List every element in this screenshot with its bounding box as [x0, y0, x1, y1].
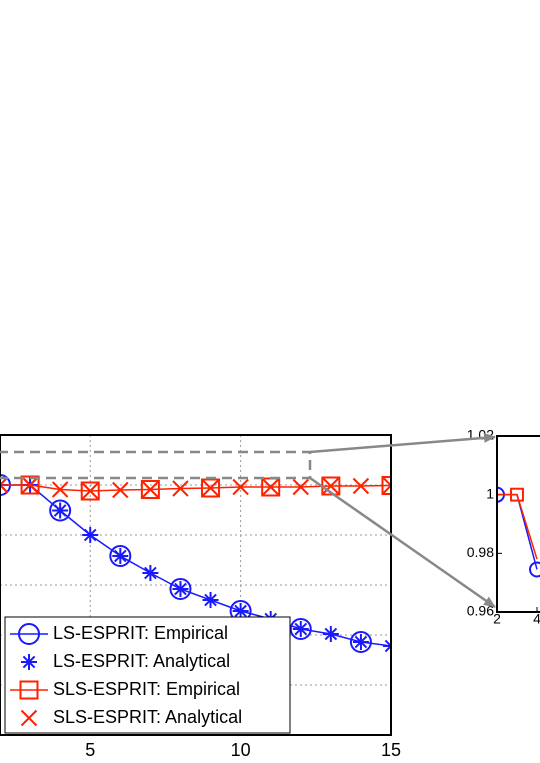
legend-marker	[20, 709, 38, 727]
marker-circle	[109, 545, 132, 567]
marker-circle	[169, 578, 192, 600]
marker-x	[382, 477, 391, 494]
y-tick-label: 1	[486, 485, 494, 501]
marker-x	[232, 478, 249, 496]
y-tick-label: 0.96	[467, 603, 494, 619]
legend: LS-ESPRIT: Empirical LS-ESPRIT: Analytica…	[4, 616, 291, 734]
zoom-arrow	[309, 432, 496, 454]
marker-x	[142, 481, 159, 498]
legend-label: SLS-ESPRIT: Empirical	[53, 679, 240, 699]
marker-star	[82, 527, 99, 543]
marker-x	[21, 476, 39, 494]
marker-circle	[289, 618, 312, 640]
marker-star	[172, 581, 189, 597]
marker-x	[172, 480, 189, 497]
marker-x	[82, 482, 99, 500]
marker-square	[381, 476, 391, 495]
marker-circle	[349, 631, 372, 653]
marker-star	[142, 565, 159, 581]
marker-square	[201, 478, 221, 498]
legend-box	[4, 616, 291, 734]
legend-marker	[18, 623, 40, 645]
zoom-arrow	[309, 476, 496, 609]
y-tick-label: 0.98	[467, 544, 494, 560]
marker-star	[52, 502, 69, 519]
y-tick-label: 1.02	[467, 427, 494, 443]
legend-label: LS-ESPRIT: Empirical	[53, 623, 228, 643]
legend-label: LS-ESPRIT: Analytical	[53, 651, 230, 671]
marker-circle	[49, 499, 72, 522]
x-tick-label: 4	[533, 611, 540, 627]
legend-marker	[21, 654, 37, 670]
marker-x	[0, 476, 9, 494]
series-line	[0, 484, 391, 492]
plot-frame	[0, 434, 392, 736]
data-layer	[497, 486, 540, 578]
plot-frame	[496, 435, 540, 613]
zoom-box	[0, 450, 312, 480]
data-layer	[0, 474, 391, 654]
marker-star	[352, 634, 369, 650]
marker-x	[352, 477, 370, 495]
series-line	[497, 493, 538, 570]
marker-x	[202, 479, 219, 497]
marker-x	[262, 478, 279, 496]
x-tick-label: 10	[231, 740, 251, 760]
main-plot: 5 10 15 LS-ESPRIT: Empirical LS-ESPRIT: Anal…	[0, 434, 401, 760]
marker-star	[202, 592, 219, 608]
x-tick-label: 5	[85, 740, 95, 760]
marker-square	[140, 480, 160, 499]
marker-circle	[529, 561, 540, 578]
marker-star	[322, 626, 339, 642]
x-tick-label: 2	[493, 611, 501, 627]
legend-label: SLS-ESPRIT: Analytical	[53, 707, 242, 727]
marker-x	[292, 478, 309, 496]
marker-star	[112, 548, 129, 564]
marker-x	[112, 481, 129, 499]
zoom-annotation	[0, 432, 496, 609]
marker-x	[322, 477, 340, 495]
inset-plot: 0.96 0.98 1 1.02 2 4	[467, 427, 540, 627]
legend-marker	[19, 680, 39, 700]
marker-x	[51, 481, 69, 498]
x-tick-label: 15	[381, 740, 401, 760]
marker-square	[20, 475, 40, 495]
marker-square	[80, 481, 100, 501]
series-line	[497, 493, 538, 560]
marker-star	[292, 621, 309, 637]
marker-square	[510, 487, 524, 502]
marker-star	[232, 603, 249, 619]
